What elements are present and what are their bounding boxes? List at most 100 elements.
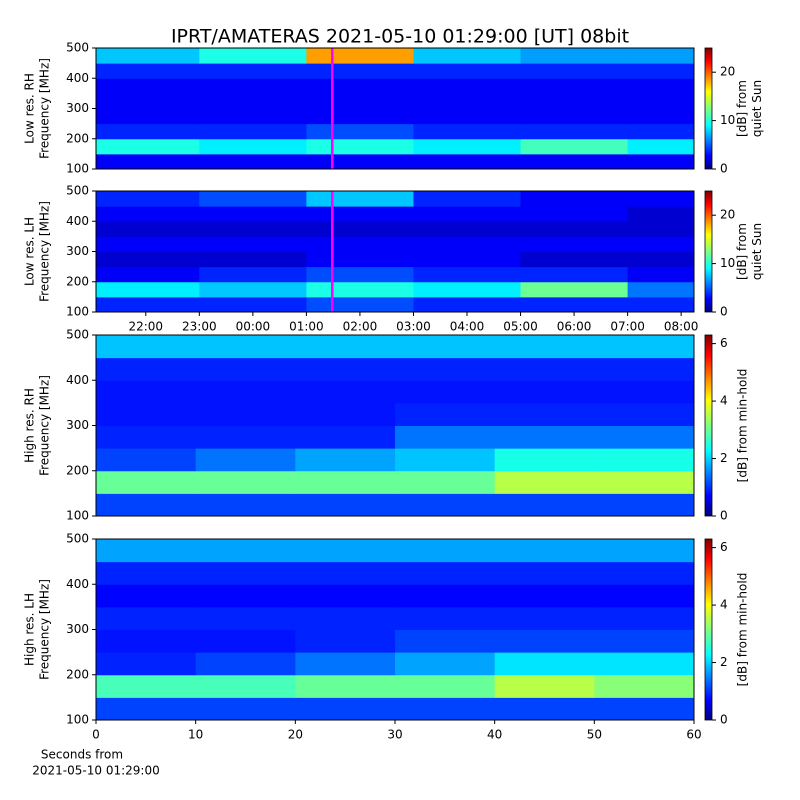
heatmap-cell [306,266,414,283]
x-tick-label: 50 [587,728,602,742]
heatmap-cell [395,629,496,653]
x-tick-label: 22:00 [128,320,163,334]
heatmap-cell [594,561,695,585]
heatmap-cell [199,108,307,125]
heatmap-cell [295,470,396,494]
heatmap-cell [413,281,522,298]
heatmap-cell [195,425,296,449]
heatmap-cell [594,606,695,630]
heatmap-cell [494,584,595,608]
heatmap-cell [199,63,307,79]
heatmap-cell [520,78,629,94]
heatmap-cell [199,153,307,170]
heatmap-cell [96,206,200,222]
heatmap-cell [295,584,396,608]
heatmap-cell [594,629,695,653]
heatmap-cell [494,629,595,653]
heatmap-cell [413,93,522,109]
heatmap-cell [96,629,197,653]
heatmap-cell [306,48,414,64]
heatmap-cell [413,296,522,313]
heatmap-cell [96,221,200,237]
heatmap-cell [520,236,629,252]
y-tick-label: 500 [66,532,89,546]
heatmap-cell [195,674,296,698]
heatmap-cell [96,108,200,125]
heatmap-cell [520,63,629,79]
colorbar-tick-label: 20 [720,65,735,79]
y-tick-label: 400 [66,577,89,591]
heatmap-cell [627,266,695,283]
heatmap-cell [627,48,695,64]
y-tick-label: 100 [66,305,89,319]
heatmap-cell [295,629,396,653]
x-tick-label: 30 [387,728,402,742]
heatmap-cell [594,584,695,608]
heatmap-cell [395,539,496,563]
heatmap-cell [96,191,200,207]
heatmap-cell [520,108,629,125]
heatmap-cell [96,63,200,79]
colorbar-tick-label: 0 [720,509,728,523]
heatmap-cell [295,448,396,472]
heatmap-cell [295,674,396,698]
y-tick-label: 500 [66,41,89,55]
x-tick-label: 60 [686,728,701,742]
heatmap-cell [199,266,307,283]
colorbar-tick-label: 2 [720,451,728,465]
heatmap-cell [594,380,695,404]
heatmap-cell [96,402,197,426]
y-tick-label: 200 [66,274,89,288]
heatmap-cell [96,48,200,64]
heatmap-cell [395,402,496,426]
heatmap-cell [96,266,200,283]
x-tick-label: 0 [92,728,100,742]
heatmap-cell [96,674,197,698]
heatmap-cell [413,236,522,252]
x-tick-label: 03:00 [396,320,431,334]
colorbar-tick-label: 2 [720,655,728,669]
x-tick-label: 06:00 [557,320,592,334]
heatmap-cell [413,78,522,94]
x-tick-label: 01:00 [289,320,324,334]
heatmap-cell [413,48,522,64]
heatmap-cell [199,281,307,298]
heatmap-cell [627,93,695,109]
heatmap-cell [594,335,695,359]
heatmap-cell [295,357,396,381]
heatmap-cell [96,425,197,449]
colorbar-label: [dB] from min-hold [736,573,750,687]
heatmap-cell [96,652,197,676]
heatmap-cell [594,539,695,563]
heatmap-cell [520,296,629,313]
heatmap-cell [96,606,197,630]
heatmap-cell [494,448,595,472]
heatmap-cell [295,539,396,563]
heatmap-cell [199,48,307,64]
heatmap-cell [195,448,296,472]
x-tick-label: 10 [188,728,203,742]
x-tick-label: 04:00 [450,320,485,334]
x-tick-label: 02:00 [343,320,378,334]
heatmap-cell [199,296,307,313]
colorbar-label: [dB] from [735,223,749,280]
heatmap-cell [395,493,496,517]
heatmap-cell [195,606,296,630]
y-tick-label: 200 [66,667,89,681]
heatmap-cell [494,674,595,698]
heatmap-cell [306,78,414,94]
y-axis-label: Frequency [MHz] [38,579,52,680]
heatmap-cell [199,206,307,222]
heatmap-cell [96,251,200,268]
heatmap-cell [494,493,595,517]
heatmap-cell [306,138,414,155]
heatmap-cell [295,697,396,721]
heatmap-cell [306,191,414,207]
heatmap-cell [395,584,496,608]
heatmap-cell [96,584,197,608]
colorbar-tick-label: 0 [720,713,728,727]
heatmap-cell [195,652,296,676]
heatmap-cell [96,281,200,298]
heatmap-cell [627,221,695,237]
colorbar-tick-label: 6 [720,540,728,554]
